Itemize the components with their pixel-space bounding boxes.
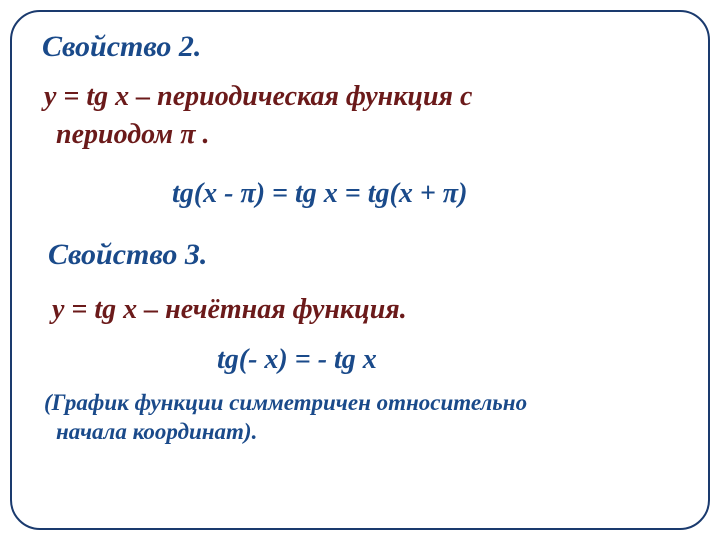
note-line1: (График функции симметричен относительно [44, 390, 527, 415]
note-line2: начала координат). [44, 417, 678, 447]
property-2-description: y = tg x – периодическая функция с перио… [42, 78, 678, 154]
property-2-line1: y = tg x – периодическая функция с [44, 81, 472, 112]
property-3-title: Свойство 3. [42, 238, 678, 272]
property-3-description: y = tg x – нечётная функция. [42, 294, 678, 326]
content-frame: Свойство 2. y = tg x – периодическая фун… [10, 10, 710, 530]
property-2-line2: периодом π . [44, 116, 678, 154]
symmetry-note: (График функции симметричен относительно… [42, 388, 678, 448]
formula-periodicity: tg(x - π) = tg x = tg(x + π) [42, 178, 678, 210]
property-2-title: Свойство 2. [42, 30, 678, 64]
formula-odd-function: tg(- x) = - tg x [42, 344, 678, 376]
